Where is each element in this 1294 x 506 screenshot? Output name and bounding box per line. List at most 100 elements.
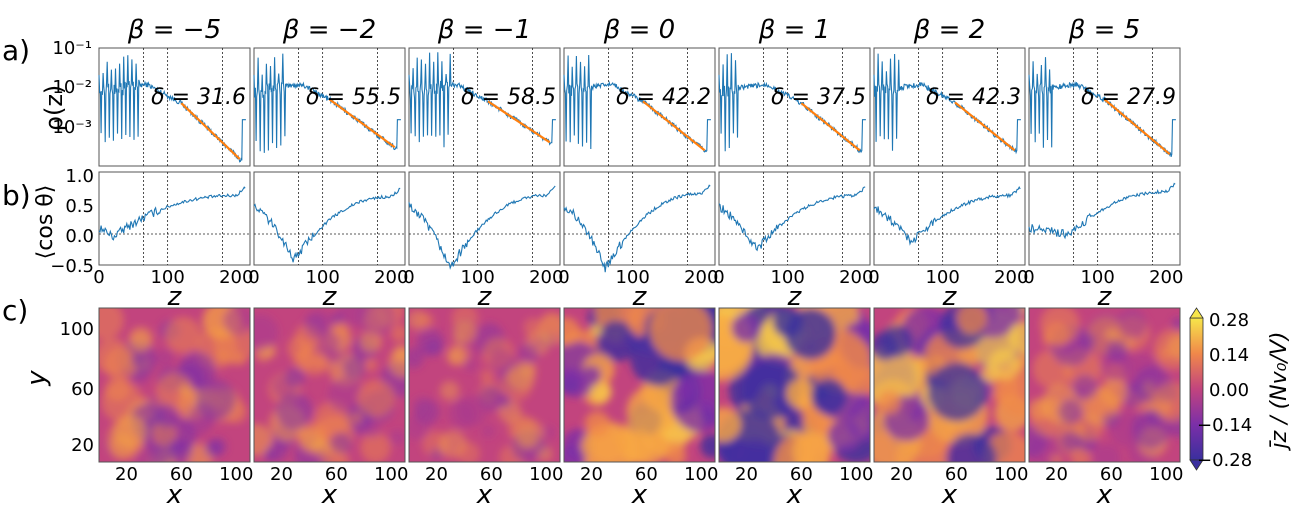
panel-c-xtick: 100: [994, 464, 1028, 485]
heatmap-cell: [845, 397, 870, 441]
delta-label: δ = 31.6: [151, 85, 246, 110]
heatmap-cell: [784, 308, 837, 360]
panel-a-ytick: 10⁻¹: [52, 38, 92, 59]
panel-c-xtick: 100: [839, 464, 873, 485]
panel-b-xtick: 100: [925, 267, 959, 288]
heatmap-cell: [1072, 374, 1098, 401]
panel-c-frame: [1028, 307, 1181, 463]
column-4: β = 1 δ = 37.5 0 100 200 z 20 60 100 x: [713, 15, 873, 506]
panel-b-xtick: 0: [93, 267, 104, 288]
heatmap-cell: [523, 317, 542, 337]
cos-theta-series-line: [98, 186, 246, 241]
panel-c-xlabel: x: [1096, 480, 1113, 506]
heatmap-cell: [418, 312, 435, 329]
heatmap-cell: [129, 326, 153, 351]
heatmap-cell: [880, 324, 914, 358]
cos-theta-series-line: [408, 185, 556, 270]
colorbar-tick: 0.00: [1209, 380, 1249, 401]
heatmap-cell: [988, 348, 1021, 380]
panel-b-xtick: 100: [460, 267, 494, 288]
heatmap-cell: [313, 354, 328, 370]
beta-title: β = 2: [913, 15, 985, 45]
heatmap-field: [564, 308, 715, 462]
heatmap-3: [564, 308, 715, 462]
heatmap-field: [1029, 308, 1180, 462]
beta-title: β = −1: [437, 15, 531, 45]
heatmap-cell: [945, 433, 997, 462]
panel-c-frame: [98, 307, 251, 463]
colorbar-bottom-arrow: [1189, 459, 1204, 471]
panel-a-frame: [718, 47, 871, 167]
heatmap-cell: [564, 317, 580, 346]
panel-c-xtick: 20: [1045, 464, 1068, 485]
panel-b-xlabel: z: [942, 282, 958, 312]
panel-b-xlabel: z: [322, 282, 338, 312]
exponential-fit-line: [800, 102, 861, 152]
heatmap-cell: [154, 404, 179, 428]
heatmap-cell: [363, 421, 381, 439]
heatmap-cell: [457, 441, 481, 462]
colorbar-scale: [1189, 317, 1204, 461]
heatmap-1: [254, 308, 405, 462]
panel-c-xtick: 60: [945, 464, 968, 485]
heatmap-5: [874, 308, 1025, 462]
heatmap-cell: [665, 445, 687, 462]
panel-a-ytick: 10⁻³: [52, 117, 92, 138]
delta-label: δ = 55.5: [306, 85, 401, 110]
panel-b-frame: [718, 171, 871, 266]
panel-c-xtick: 60: [325, 464, 348, 485]
heatmap-cell: [1058, 399, 1083, 424]
panel-b-frame: [253, 171, 406, 266]
heatmap-cell: [595, 320, 638, 362]
heatmap-field: [874, 308, 1025, 462]
panel-c-ytick: 100: [60, 319, 94, 340]
heatmap-cell: [430, 448, 443, 461]
heatmap-cell: [413, 344, 428, 359]
heatmap-cell: [390, 324, 405, 343]
panel-c-xtick: 100: [529, 464, 563, 485]
heatmap-cell: [626, 386, 677, 437]
heatmap-cell: [1080, 333, 1096, 349]
heatmap-cell: [927, 362, 987, 422]
heatmap-cell: [342, 355, 366, 380]
exponential-fit-line: [328, 98, 396, 149]
panel-b-frame: [1028, 171, 1181, 266]
heatmap-cell: [208, 437, 227, 456]
panel-a-frame: [98, 47, 251, 167]
heatmap-cell: [439, 380, 460, 401]
heatmap-cell: [304, 309, 333, 339]
colorbar-tick: −0.14: [1197, 415, 1252, 436]
heatmap-cell: [456, 395, 488, 427]
heatmap-cell: [874, 345, 921, 407]
panel-c-xtick: 20: [580, 464, 603, 485]
heatmap-cell: [389, 429, 405, 445]
heatmap-cell: [566, 368, 580, 382]
heatmap-cell: [179, 383, 192, 397]
panel-b-xtick: 200: [529, 267, 563, 288]
heatmap-cell: [956, 308, 988, 334]
panel-b-ylabel: ⟨cos θ⟩: [33, 185, 58, 260]
panel-b-xtick: 0: [713, 267, 724, 288]
beta-title: β = −2: [282, 15, 376, 45]
panel-b-xtick: 0: [403, 267, 414, 288]
exponential-fit-line: [180, 102, 241, 160]
panel-b-xtick: 0: [558, 267, 569, 288]
row-label-c: c): [2, 294, 28, 327]
panel-b-frame: [408, 171, 561, 266]
panel-a-frame: [873, 47, 1026, 167]
column-5: β = 2 δ = 42.3 0 100 200 z 20 60 100 x: [868, 15, 1028, 506]
heatmap-6: [1029, 308, 1180, 462]
heatmap-cell: [877, 390, 902, 415]
panel-b-xtick: 200: [994, 267, 1028, 288]
panel-b-xlabel: z: [787, 282, 803, 312]
heatmap-cell: [357, 379, 395, 418]
heatmap-cell: [1118, 310, 1148, 339]
panel-c-xtick: 20: [270, 464, 293, 485]
heatmap-cell: [1092, 443, 1122, 462]
heatmap-cell: [151, 421, 177, 447]
heatmap-cell: [584, 411, 611, 437]
panel-b-xtick: 100: [150, 267, 184, 288]
heatmap-cell: [517, 427, 538, 449]
panel-a-frame: [563, 47, 716, 167]
